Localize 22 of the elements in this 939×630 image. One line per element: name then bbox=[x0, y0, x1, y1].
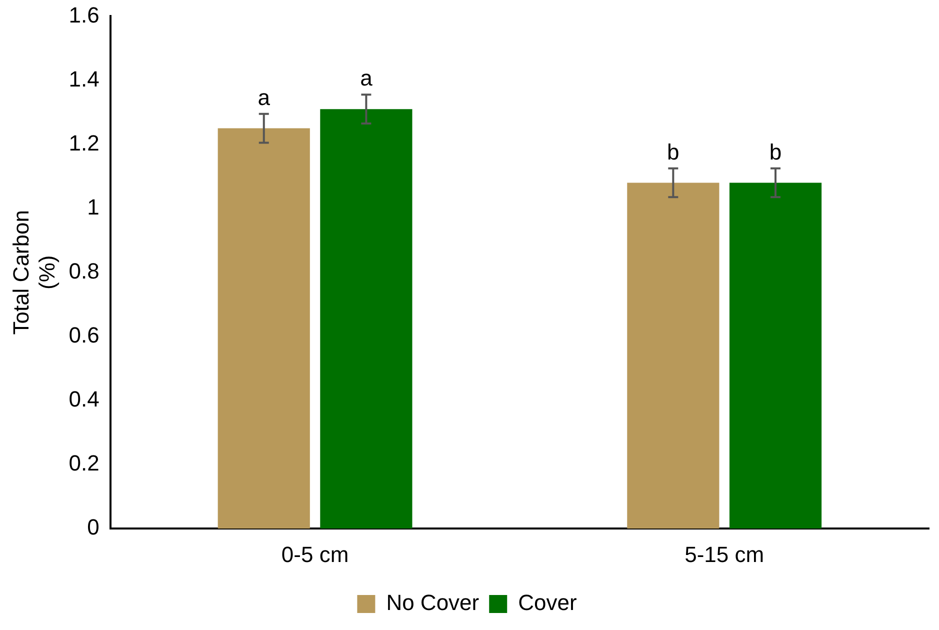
legend-label: No Cover bbox=[386, 590, 480, 616]
y-tick-label: 1.6 bbox=[68, 2, 100, 28]
y-tick-label: 0.4 bbox=[68, 386, 100, 412]
legend-label: Cover bbox=[518, 590, 577, 616]
y-tick-label: 0.6 bbox=[68, 322, 100, 348]
bar bbox=[729, 182, 822, 529]
y-axis-title: Total Carbon (%) bbox=[8, 210, 60, 335]
y-tick-label: 1.2 bbox=[68, 130, 100, 156]
y-tick-label: 0.2 bbox=[68, 450, 100, 476]
y-tick-label: 0 bbox=[87, 514, 100, 540]
bar bbox=[218, 128, 310, 529]
annotation: b bbox=[667, 139, 680, 164]
x-tick-label: 0-5 cm bbox=[281, 542, 349, 567]
annotation: b bbox=[769, 139, 782, 164]
bar bbox=[627, 182, 720, 529]
annotation: a bbox=[258, 84, 271, 110]
y-tick-label: 1 bbox=[87, 194, 100, 220]
y-tick-label: 0.8 bbox=[68, 258, 100, 284]
y-tick-label: 1.4 bbox=[68, 66, 100, 92]
bar bbox=[320, 109, 412, 529]
x-tick-label: 5-15 cm bbox=[684, 542, 764, 567]
annotation: a bbox=[360, 66, 374, 91]
